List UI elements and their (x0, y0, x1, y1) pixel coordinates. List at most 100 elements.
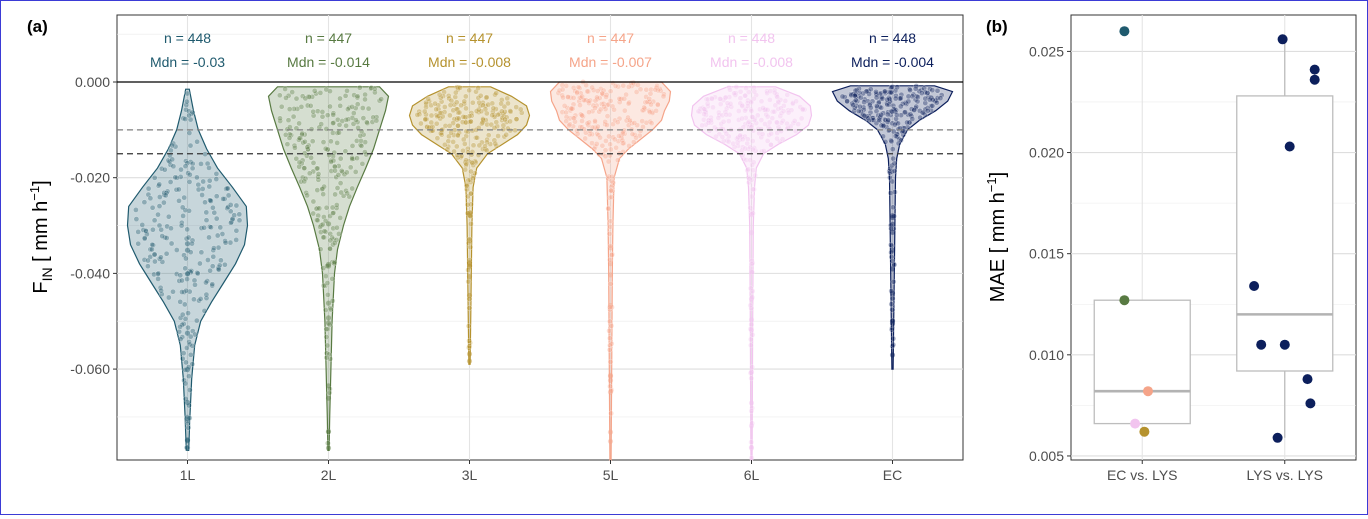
panel-a-plot-area (116, 14, 964, 461)
violin-point (720, 118, 727, 125)
violin-point (737, 95, 744, 102)
violin-point (224, 185, 231, 192)
violin-point (441, 141, 448, 148)
violin-point (334, 116, 341, 123)
violin-point (141, 199, 148, 206)
violin-point (184, 226, 191, 233)
violin-point (934, 87, 941, 94)
violin-point (308, 154, 314, 161)
violin-point (323, 126, 330, 132)
violin-point (464, 210, 471, 217)
violin-point (203, 217, 210, 224)
violin-point (739, 103, 746, 109)
violin-point (748, 124, 755, 131)
violin-point (208, 198, 214, 204)
violin-point (313, 90, 319, 97)
violin-point (748, 193, 755, 200)
violin-point (461, 141, 468, 147)
violin-point (173, 186, 180, 193)
violin-point (327, 103, 333, 110)
violin-point (491, 124, 498, 131)
violin-point (314, 165, 320, 172)
violin-point (660, 93, 667, 100)
violin-point (851, 92, 858, 99)
violin-point (748, 445, 755, 451)
violin-point (304, 144, 311, 151)
violin-point (304, 192, 310, 199)
violin-point (206, 177, 213, 184)
violin-point (568, 105, 575, 112)
violin-point (607, 261, 614, 267)
violin-point (608, 252, 615, 258)
violin-point (210, 204, 216, 211)
violin-point (182, 315, 189, 322)
violin-point (891, 160, 898, 167)
violin-point (768, 130, 775, 137)
violin-point (324, 146, 331, 153)
violin-point (851, 107, 858, 114)
violin-point (909, 116, 916, 122)
violin-point (919, 109, 926, 116)
violin-point (600, 100, 607, 107)
violin-point (184, 330, 191, 336)
violin-point (286, 135, 293, 141)
panel-a-x-ticks: 1L 2L 3L 5L 6L EC (180, 460, 902, 483)
violin-point (452, 94, 459, 100)
violin-point (321, 228, 328, 235)
violin-point (186, 130, 193, 136)
violin-point (319, 113, 326, 120)
violin-point (593, 141, 600, 147)
violin-point (703, 112, 709, 118)
violin-point (328, 159, 334, 165)
violin-point (135, 229, 142, 235)
violin-point (378, 96, 385, 102)
violin-point (470, 142, 477, 149)
violin-point (653, 107, 659, 114)
violin-point (938, 92, 945, 98)
violin-point (194, 138, 200, 145)
violin-point (181, 252, 187, 259)
violin-point (722, 94, 729, 101)
violin-point (734, 139, 741, 146)
violin-point (323, 326, 330, 333)
violin-point (499, 108, 505, 115)
violin-point (330, 111, 337, 118)
violin-point (888, 84, 895, 91)
violin-point (607, 245, 614, 251)
violin-point (169, 156, 176, 163)
violin-point (335, 172, 342, 178)
violin-point (149, 241, 156, 248)
violin-point (747, 326, 754, 332)
violin-point (887, 165, 894, 172)
violin-point (607, 281, 614, 287)
violin-point (890, 204, 896, 211)
violin-point (852, 87, 859, 94)
violin-point (466, 87, 473, 94)
violin-point (170, 163, 177, 170)
panel-a-y-axis-label: FIN [ mm h−1] (27, 180, 55, 293)
violin-point (782, 98, 789, 104)
violin-point (325, 291, 331, 298)
violin-point (601, 103, 607, 110)
violin-point (156, 181, 163, 188)
violin-point (914, 98, 921, 105)
violin-point (748, 99, 755, 106)
violin-point (184, 270, 191, 277)
violin-point (607, 243, 614, 249)
violin-point (460, 147, 466, 154)
violin-point (778, 119, 785, 126)
violin-point (889, 162, 896, 169)
violin-point (157, 284, 164, 291)
violin-point (607, 389, 614, 395)
violin-point (329, 234, 335, 241)
violin-point (187, 171, 193, 178)
violin-point (502, 116, 508, 123)
violin-point (749, 420, 755, 427)
violin-point (850, 102, 856, 108)
violin-point (745, 103, 751, 109)
violin-point (873, 94, 880, 101)
violin-point (607, 318, 613, 325)
violin-point (492, 140, 499, 147)
violin-point (606, 173, 612, 180)
violin-point (905, 93, 912, 100)
